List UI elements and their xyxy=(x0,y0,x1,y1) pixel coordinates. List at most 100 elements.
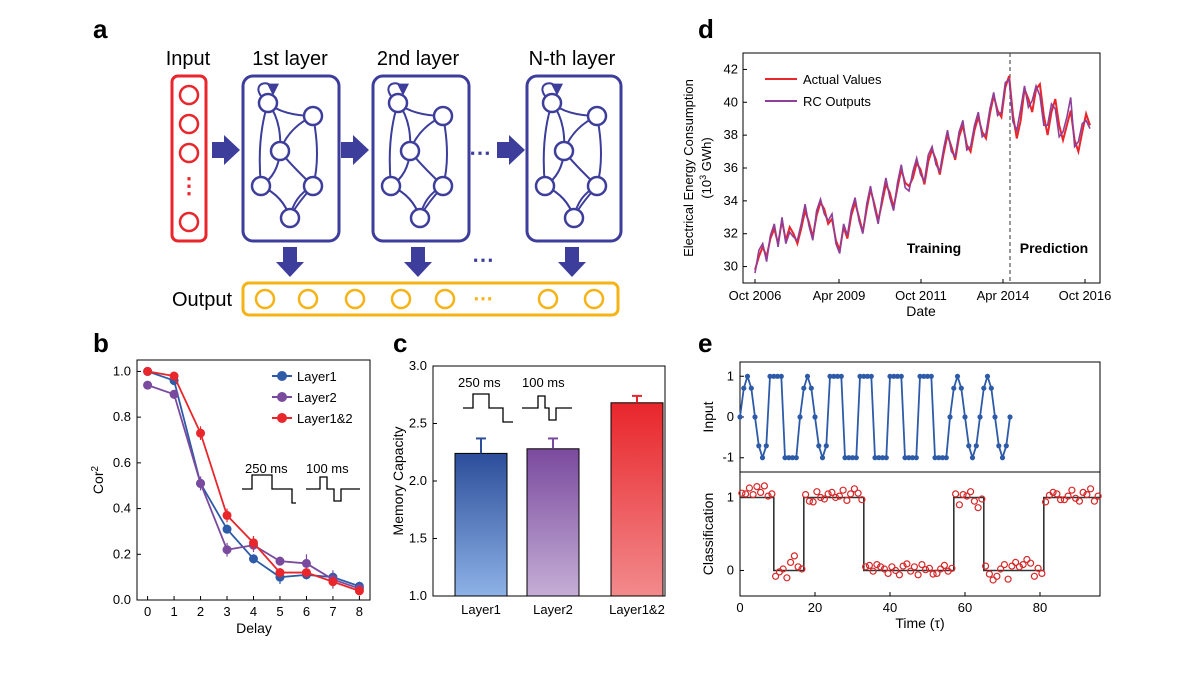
classification-output-point xyxy=(873,560,881,569)
layer-1-down-arrow xyxy=(276,247,304,277)
input-sample-point xyxy=(819,455,826,461)
input-sample-point xyxy=(936,455,942,461)
classification-output-point xyxy=(914,571,922,579)
input-sample-point xyxy=(879,455,886,461)
input-sample-point xyxy=(966,443,972,449)
y-tick-label-d: 38 xyxy=(724,127,738,142)
classification-output-point xyxy=(910,563,919,571)
self-loop-connection xyxy=(387,82,409,97)
reservoir-connection xyxy=(308,112,321,187)
input-sample-point xyxy=(823,443,829,449)
output-box xyxy=(241,281,620,317)
input-sample-point xyxy=(834,373,841,379)
input-sample-point xyxy=(887,373,893,379)
y-tick-label-b: 0.8 xyxy=(113,409,131,424)
input-sample-point xyxy=(763,443,769,449)
panel-label-e: e xyxy=(698,328,712,358)
input-sample-point xyxy=(909,455,916,461)
classification-output-point xyxy=(745,484,754,492)
classification-output-point xyxy=(786,558,795,567)
input-sample-point xyxy=(868,373,874,379)
classification-output-point xyxy=(940,561,949,570)
classification-output-point xyxy=(1049,488,1057,496)
input-sample-point xyxy=(876,455,882,461)
classification-output-point xyxy=(1008,562,1016,570)
classification-output-point xyxy=(1060,496,1069,504)
pulse-label-100ms-c: 100 ms xyxy=(522,375,565,390)
x-tick-label-d: Apr 2009 xyxy=(813,288,866,303)
input-sample-point xyxy=(849,455,856,461)
input-label: Input xyxy=(166,48,211,70)
classification-output-point xyxy=(846,490,855,498)
classification-output-point xyxy=(1090,497,1099,505)
classification-output-point xyxy=(749,491,757,499)
classification-output-point xyxy=(888,563,896,571)
classification-output-point xyxy=(970,497,979,505)
input-sample-point xyxy=(894,373,901,379)
y-tick-label-b: 0.6 xyxy=(113,455,131,470)
classification-output-point xyxy=(835,492,844,500)
legend-marker-layer2 xyxy=(277,392,287,402)
reservoir-node xyxy=(302,175,324,197)
self-loop-connection xyxy=(257,82,279,97)
classification-output-point xyxy=(925,564,934,572)
layer-to-layer-arrow xyxy=(341,135,369,165)
input-sample-point xyxy=(973,443,979,449)
classification-output-point xyxy=(801,491,810,499)
classification-output-point xyxy=(1034,564,1042,572)
input-sample-point xyxy=(932,455,938,461)
y-tick-label-c: 1.0 xyxy=(409,588,427,603)
input-ellipsis: ⋮ xyxy=(178,173,200,198)
classification-output-point xyxy=(831,493,840,502)
reservoir-node xyxy=(563,207,585,229)
input-sample-point xyxy=(756,443,762,449)
input-sample-point xyxy=(793,455,799,461)
input-sample-point xyxy=(928,373,934,379)
classification-output-point xyxy=(895,571,904,579)
pulse-250ms-icon-c xyxy=(463,393,513,423)
data-point-b xyxy=(249,554,258,564)
data-point-b xyxy=(275,568,285,578)
classification-output-point xyxy=(1019,560,1027,569)
classification-output-point xyxy=(993,572,1001,580)
layer-box xyxy=(241,74,341,243)
y-axis-unit-d: (103 GWh) xyxy=(698,137,714,198)
panel-label-a: a xyxy=(93,14,108,44)
x-axis-label-b: Delay xyxy=(236,620,272,636)
input-sample-point xyxy=(939,455,946,461)
classification-output-point xyxy=(805,497,814,505)
reservoir-connection xyxy=(592,112,605,187)
input-sample-point xyxy=(804,373,811,379)
input-sample-point xyxy=(789,455,796,461)
legend-label-rc: RC Outputs xyxy=(803,94,871,109)
classification-output-point xyxy=(869,567,877,575)
layer-box xyxy=(371,74,471,243)
x-tick-label-b: 5 xyxy=(276,604,283,619)
data-point-b xyxy=(169,389,179,399)
reservoir-node xyxy=(586,175,608,197)
classification-output-point xyxy=(981,562,990,570)
layer-to-layer-arrow xyxy=(497,135,525,165)
input-sample-point xyxy=(801,385,807,391)
layer-n-down-arrow xyxy=(558,247,586,277)
input-sample-point xyxy=(902,455,908,461)
classification-output-point xyxy=(1086,485,1095,493)
x-tick-label-b: 1 xyxy=(170,604,177,619)
classification-output-point xyxy=(865,561,874,570)
classification-output-point xyxy=(936,565,945,573)
classification-output-point xyxy=(891,566,900,575)
x-tick-label-d: Oct 2006 xyxy=(729,288,782,303)
y-axis-label-c: Memory Capacity xyxy=(390,427,406,536)
x-tick-label-c: Layer1 xyxy=(461,602,501,617)
data-point-b xyxy=(169,371,179,381)
classification-output-point xyxy=(1094,492,1102,500)
pulse-100ms-icon-c xyxy=(522,395,572,421)
input-sample-point xyxy=(737,414,743,420)
input-sample-point xyxy=(748,385,754,391)
x-tick-label-d: Oct 2011 xyxy=(895,288,947,303)
x-axis-label-e: Time (τ) xyxy=(895,615,944,631)
classification-output-point xyxy=(921,566,930,574)
chart-d: 30 32 34 36 38 40 42 Oct 2006 Apr 2009 Oct 2011 Ap… xyxy=(681,52,1111,319)
input-sample-point xyxy=(861,373,867,379)
